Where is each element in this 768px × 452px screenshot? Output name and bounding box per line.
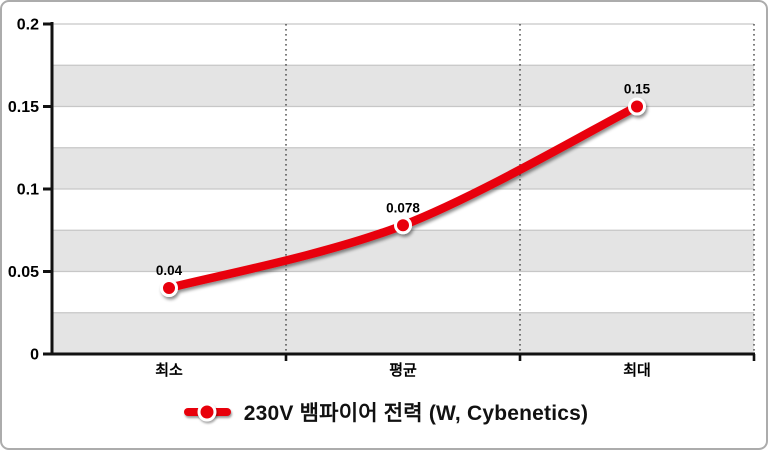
y-tick-label: 0 bbox=[30, 347, 39, 364]
legend-line-marker bbox=[183, 402, 231, 422]
y-tick-label: 0.05 bbox=[8, 264, 39, 281]
data-point-label: 0.078 bbox=[386, 200, 420, 215]
data-point bbox=[628, 97, 646, 116]
legend-item[interactable]: 230V 뱀파이어 전력 (W, Cybenetics) bbox=[2, 394, 768, 430]
legend-label: 230V 뱀파이어 전력 (W, Cybenetics) bbox=[243, 402, 589, 425]
x-axis-label: 최대 bbox=[623, 361, 651, 379]
data-point-label: 0.04 bbox=[156, 263, 183, 278]
x-axis-label: 평균 bbox=[389, 361, 417, 379]
series-group bbox=[160, 97, 646, 297]
y-tick-label: 0.2 bbox=[17, 17, 39, 34]
data-point-label: 0.15 bbox=[624, 82, 651, 97]
grid-band bbox=[52, 147, 754, 189]
y-tick-label: 0.1 bbox=[17, 182, 39, 199]
legend-point-icon bbox=[197, 402, 217, 422]
y-tick-label: 0.15 bbox=[8, 99, 39, 116]
x-axis-label: 최소 bbox=[155, 361, 183, 379]
grid-band bbox=[52, 230, 754, 272]
grid-band bbox=[52, 312, 754, 354]
data-point bbox=[160, 279, 178, 297]
data-point bbox=[394, 216, 412, 235]
